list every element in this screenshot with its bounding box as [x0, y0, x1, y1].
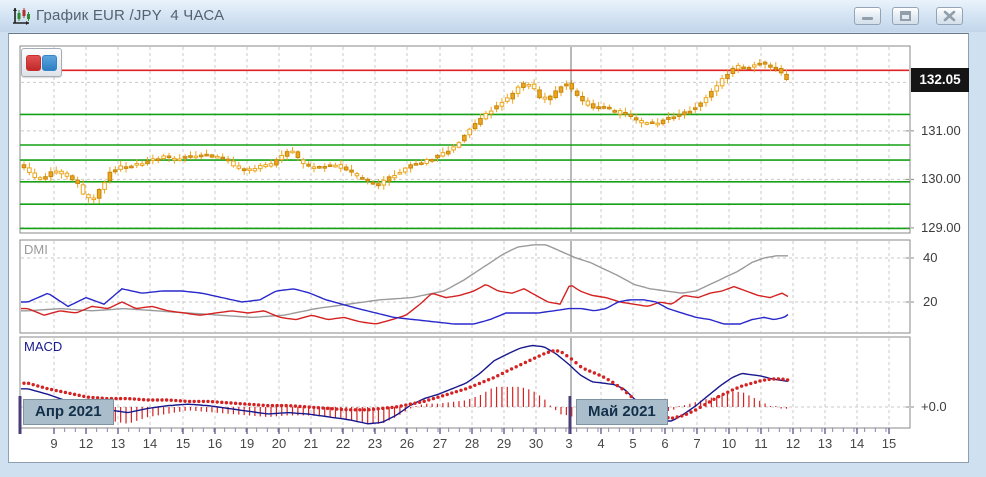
- x-axis-label: 10: [721, 436, 737, 451]
- price-axis-label: 130.00: [921, 171, 961, 187]
- x-axis-label: 27: [432, 436, 448, 451]
- x-axis-label: 26: [399, 436, 415, 451]
- window-title: График EUR /JPY 4 ЧАСА: [36, 7, 225, 24]
- month-label-may: Май 2021: [576, 399, 668, 425]
- x-axis-label: 4: [597, 436, 605, 451]
- x-axis-label: 13: [110, 436, 126, 451]
- month-label-april: Апр 2021: [23, 399, 114, 425]
- macd-pane: [19, 336, 911, 429]
- x-axis-label: 14: [142, 436, 158, 451]
- x-axis-label: 3: [565, 436, 573, 451]
- restore-button[interactable]: [892, 7, 919, 25]
- macd-axis-label: +0.0: [921, 399, 947, 414]
- x-axis-label: 13: [817, 436, 833, 451]
- x-axis-label: 21: [303, 436, 319, 451]
- x-axis-label: 23: [367, 436, 383, 451]
- x-axis-label: 9: [50, 436, 58, 451]
- x-axis-label: 14: [849, 436, 865, 451]
- x-axis-label: 12: [785, 436, 801, 451]
- chart-mini-toolbar: [21, 48, 62, 77]
- minimize-icon: [862, 17, 873, 20]
- blue-marker-button[interactable]: [42, 55, 57, 71]
- price-axis-label: 129.00: [921, 219, 961, 235]
- window-titlebar[interactable]: График EUR /JPY 4 ЧАСА: [0, 0, 986, 32]
- dmi-axis-label: 40: [923, 250, 938, 265]
- x-axis-label: 15: [175, 436, 191, 451]
- candlestick-chart-icon: [13, 8, 30, 25]
- restore-icon: [900, 11, 911, 21]
- x-axis-label: 6: [661, 436, 669, 451]
- x-axis-label: 28: [464, 436, 480, 451]
- x-axis-label: 29: [496, 436, 512, 451]
- dmi-pane-label: DMI: [24, 242, 48, 257]
- x-axis-label: 19: [239, 436, 255, 451]
- close-button[interactable]: [936, 7, 963, 25]
- price-axis-label: 131.00: [921, 122, 961, 138]
- dmi-series: [21, 244, 789, 325]
- x-axis-label: 11: [754, 436, 768, 451]
- dmi-axis-label: 20: [923, 294, 938, 309]
- x-axis-label: 16: [207, 436, 223, 451]
- x-axis-label: 15: [881, 436, 897, 451]
- x-axis-label: 7: [693, 436, 701, 451]
- current-price-badge: 132.05: [911, 68, 969, 92]
- close-icon: [943, 10, 956, 22]
- red-marker-button[interactable]: [26, 55, 41, 71]
- x-axis-label: 12: [78, 436, 94, 451]
- x-axis-label: 20: [271, 436, 287, 451]
- minimize-button[interactable]: [854, 7, 881, 25]
- x-axis-label: 22: [335, 436, 351, 451]
- macd-pane-label: MACD: [24, 339, 63, 354]
- x-axis-label: 30: [528, 436, 544, 451]
- candlestick-series: [21, 59, 789, 204]
- x-axis-label: 5: [629, 436, 637, 451]
